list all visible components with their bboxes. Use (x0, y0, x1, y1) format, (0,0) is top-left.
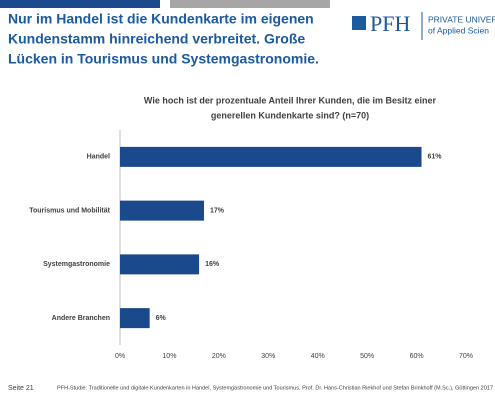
x-tick-label: 20% (212, 353, 226, 360)
slide-title: Kundenstamm hinreichend verbreitet. Groß… (8, 31, 305, 47)
value-label: 16% (205, 261, 220, 268)
bar (120, 254, 200, 275)
x-tick-label: 50% (360, 353, 374, 360)
bar (120, 200, 205, 221)
value-label: 61% (428, 154, 443, 161)
slide-title: Lücken in Tourismus und Systemgastronomi… (8, 51, 319, 67)
x-tick-label: 10% (162, 353, 176, 360)
y-tick-label: Systemgastronomie (43, 261, 110, 268)
value-label: 17% (210, 207, 225, 214)
slide-title: Nur im Handel ist die Kundenkarte im eig… (8, 11, 314, 27)
bar (120, 308, 150, 329)
logo-text: of Applied Scien (428, 25, 489, 35)
x-tick-label: 40% (311, 353, 325, 360)
source: PFH-Studie: Traditionelle und digitale K… (57, 385, 493, 391)
page-number: Seite 21 (8, 385, 34, 392)
y-tick-label: Andere Branchen (52, 315, 110, 322)
x-tick-label: 0% (115, 353, 125, 360)
y-tick-label: Tourismus und Mobilität (29, 207, 110, 214)
logo-text: PRIVATE UNIVERS (428, 14, 495, 24)
logo-icon (352, 16, 366, 30)
chart-title: generellen Kundenkarte sind? (n=70) (211, 110, 369, 120)
x-tick-label: 30% (261, 353, 275, 360)
top-bar (0, 0, 160, 8)
chart-title: Wie hoch ist der prozentuale Anteil Ihre… (144, 95, 437, 105)
logo: PFH (370, 11, 410, 36)
y-tick-label: Handel (87, 154, 110, 161)
x-tick-label: 60% (410, 353, 424, 360)
value-label: 6% (156, 315, 167, 322)
x-tick-label: 70% (459, 353, 473, 360)
bar (120, 146, 422, 167)
top-bar (170, 0, 330, 8)
